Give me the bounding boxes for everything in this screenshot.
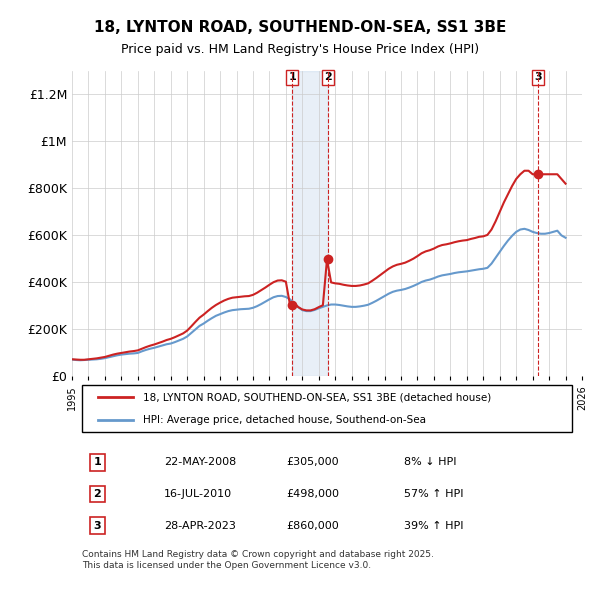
Text: HPI: Average price, detached house, Southend-on-Sea: HPI: Average price, detached house, Sout…: [143, 415, 427, 425]
Text: 28-APR-2023: 28-APR-2023: [164, 520, 236, 530]
Text: 2: 2: [324, 73, 332, 83]
Text: 22-MAY-2008: 22-MAY-2008: [164, 457, 236, 467]
Text: 1: 1: [288, 73, 296, 83]
Text: 57% ↑ HPI: 57% ↑ HPI: [404, 489, 463, 499]
Text: £860,000: £860,000: [286, 520, 339, 530]
Text: Contains HM Land Registry data © Crown copyright and database right 2025.
This d: Contains HM Land Registry data © Crown c…: [82, 550, 434, 570]
Text: 1: 1: [94, 457, 101, 467]
Text: 39% ↑ HPI: 39% ↑ HPI: [404, 520, 463, 530]
Text: 18, LYNTON ROAD, SOUTHEND-ON-SEA, SS1 3BE (detached house): 18, LYNTON ROAD, SOUTHEND-ON-SEA, SS1 3B…: [143, 392, 491, 402]
Text: Price paid vs. HM Land Registry's House Price Index (HPI): Price paid vs. HM Land Registry's House …: [121, 43, 479, 56]
Text: £498,000: £498,000: [286, 489, 339, 499]
Text: £305,000: £305,000: [286, 457, 339, 467]
Text: 18, LYNTON ROAD, SOUTHEND-ON-SEA, SS1 3BE: 18, LYNTON ROAD, SOUTHEND-ON-SEA, SS1 3B…: [94, 21, 506, 35]
Text: 3: 3: [534, 73, 542, 83]
Text: 3: 3: [94, 520, 101, 530]
FancyBboxPatch shape: [82, 385, 572, 432]
Text: 8% ↓ HPI: 8% ↓ HPI: [404, 457, 456, 467]
Text: 16-JUL-2010: 16-JUL-2010: [164, 489, 232, 499]
Bar: [292, 71, 328, 376]
Text: 2: 2: [94, 489, 101, 499]
